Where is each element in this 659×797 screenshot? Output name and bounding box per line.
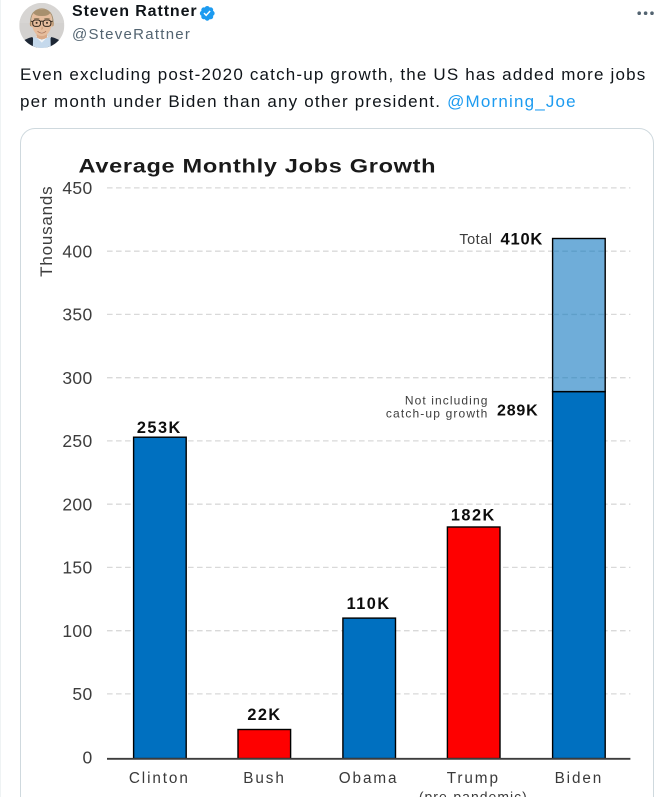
- svg-text:Biden: Biden: [555, 770, 604, 787]
- svg-text:253K: 253K: [137, 419, 182, 437]
- svg-text:250: 250: [62, 431, 92, 451]
- svg-text:0: 0: [82, 748, 92, 768]
- svg-text:Not including: Not including: [405, 394, 489, 408]
- svg-text:289K: 289K: [497, 402, 538, 419]
- svg-text:150: 150: [62, 558, 92, 578]
- svg-text:catch-up growth: catch-up growth: [386, 406, 489, 420]
- svg-text:22K: 22K: [247, 706, 281, 724]
- svg-text:Thousands: Thousands: [37, 186, 56, 277]
- svg-text:Bush: Bush: [243, 770, 285, 787]
- svg-text:200: 200: [62, 495, 92, 515]
- svg-text:Average Monthly Jobs Growth: Average Monthly Jobs Growth: [79, 156, 437, 177]
- svg-text:Total: Total: [459, 232, 492, 248]
- svg-text:110K: 110K: [347, 595, 391, 613]
- svg-text:Clinton: Clinton: [129, 770, 190, 787]
- svg-text:350: 350: [62, 305, 92, 325]
- svg-text:400: 400: [62, 242, 92, 262]
- svg-text:300: 300: [62, 368, 92, 388]
- svg-text:Trump: Trump: [447, 770, 500, 787]
- svg-text:410K: 410K: [501, 231, 544, 249]
- svg-text:182K: 182K: [451, 507, 496, 525]
- svg-text:Obama: Obama: [339, 770, 399, 787]
- svg-text:(pre-pandemic): (pre-pandemic): [419, 789, 528, 797]
- svg-text:450: 450: [62, 178, 92, 198]
- svg-text:100: 100: [62, 621, 92, 641]
- svg-text:50: 50: [72, 684, 92, 704]
